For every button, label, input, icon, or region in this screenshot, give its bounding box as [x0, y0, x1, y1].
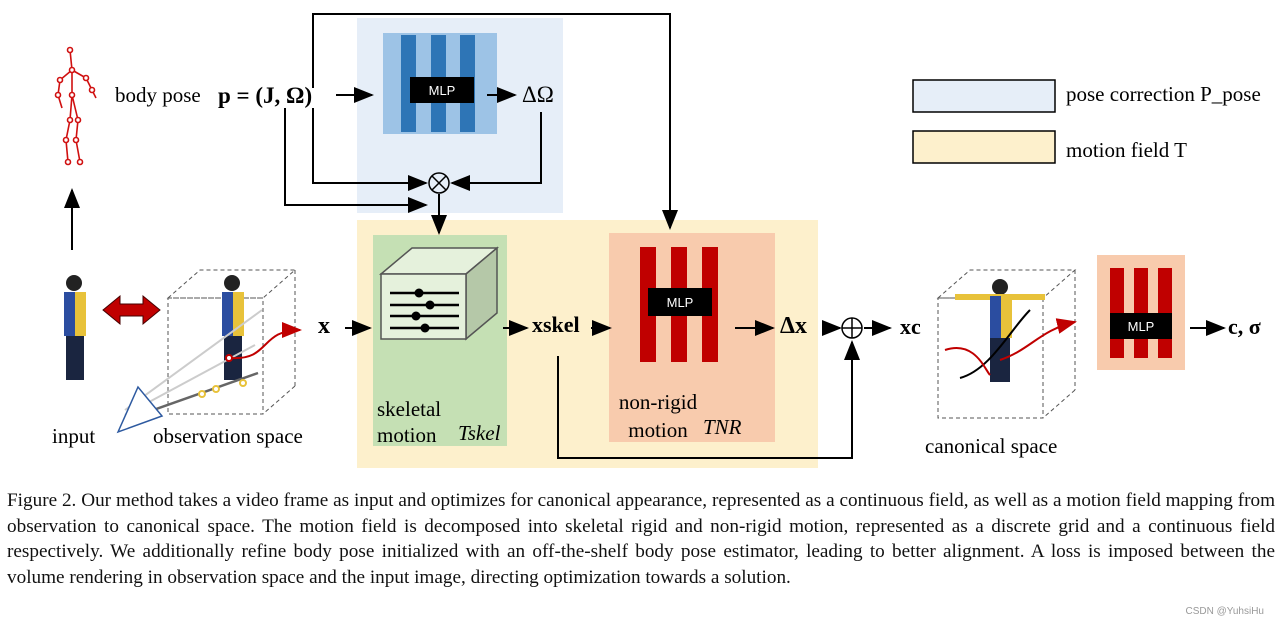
skeletal-grid-cube-icon [378, 246, 500, 341]
t-skel-label: Tskel [458, 421, 501, 445]
pose-mlp [383, 33, 497, 134]
delta-omega-label: ΔΩ [522, 82, 554, 107]
add-operator-icon [841, 317, 863, 339]
x-label: x [318, 313, 330, 339]
x-c-label: xc [900, 314, 921, 339]
correspondence-double-arrow-icon [102, 294, 161, 326]
observation-space-cube [124, 269, 302, 422]
observation-space-label: observation space [153, 424, 303, 448]
body-pose-label: body pose [115, 83, 201, 107]
legend-swatch-pose-correction [912, 79, 1056, 113]
legend-label-pose-correction: pose correction P_pose [1066, 82, 1261, 106]
delta-x-label: Δx [780, 313, 808, 339]
method-diagram: MLP MLP MLP [54, 13, 1226, 468]
body-skeleton-icon [54, 46, 97, 166]
output-label: c, σ [1228, 314, 1261, 339]
pose-mlp-label: MLP [429, 83, 456, 98]
watermark: CSDN @YuhsiHu [1185, 606, 1264, 617]
skeletal-motion-label: skeletal motion [377, 397, 442, 447]
input-person-image [64, 275, 86, 380]
input-label: input [52, 424, 96, 448]
canonical-space-cube [936, 269, 1075, 419]
appearance-mlp [1097, 255, 1185, 370]
non-rigid-motion-box [609, 233, 775, 442]
multiply-operator-icon [428, 172, 450, 194]
body-pose-formula: p = (J, Ω) [218, 83, 313, 108]
non-rigid-motion-label: non-rigid motion [618, 390, 698, 442]
appearance-mlp-label: MLP [1128, 319, 1155, 334]
canonical-space-label: canonical space [925, 434, 1058, 458]
non-rigid-mlp [640, 247, 718, 362]
camera-icon [116, 385, 164, 434]
legend-label-motion-field: motion field T [1066, 138, 1187, 162]
figure-caption: Figure 2. Our method takes a video frame… [7, 488, 1275, 590]
legend-swatch-motion-field [912, 130, 1056, 164]
flow-arrows [64, 13, 1226, 459]
non-rigid-mlp-label: MLP [667, 295, 694, 310]
caption-text: Figure 2. Our method takes a video frame… [7, 490, 1275, 588]
t-nr-label: TNR [703, 415, 742, 439]
x-skel-label: xskel [532, 312, 580, 337]
